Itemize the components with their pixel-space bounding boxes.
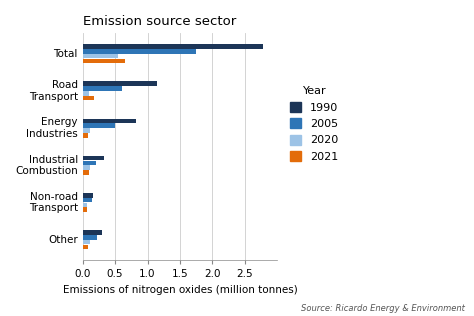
Text: Emission source sector: Emission source sector bbox=[82, 15, 236, 28]
Bar bbox=[82, 207, 87, 212]
Bar bbox=[82, 133, 89, 138]
Bar bbox=[82, 91, 89, 96]
Bar bbox=[82, 156, 104, 160]
Bar bbox=[82, 124, 115, 128]
Bar bbox=[82, 128, 91, 133]
Bar bbox=[82, 245, 88, 249]
Bar bbox=[82, 235, 97, 240]
Bar bbox=[82, 165, 91, 170]
Bar bbox=[82, 203, 87, 207]
Bar bbox=[82, 49, 196, 54]
Bar bbox=[82, 86, 121, 91]
Bar bbox=[82, 54, 118, 58]
Bar bbox=[82, 161, 96, 165]
Bar bbox=[82, 44, 263, 49]
Bar bbox=[82, 82, 157, 86]
Bar bbox=[82, 59, 125, 63]
Bar bbox=[82, 118, 136, 123]
Bar bbox=[82, 240, 91, 244]
Bar bbox=[82, 170, 89, 175]
Bar bbox=[82, 230, 102, 235]
Bar bbox=[82, 198, 91, 202]
X-axis label: Emissions of nitrogen oxides (million tonnes): Emissions of nitrogen oxides (million to… bbox=[63, 285, 297, 295]
Text: Source: Ricardo Energy & Environment: Source: Ricardo Energy & Environment bbox=[301, 304, 465, 313]
Bar bbox=[82, 193, 93, 198]
Legend: 1990, 2005, 2020, 2021: 1990, 2005, 2020, 2021 bbox=[287, 83, 342, 165]
Bar bbox=[82, 96, 94, 100]
